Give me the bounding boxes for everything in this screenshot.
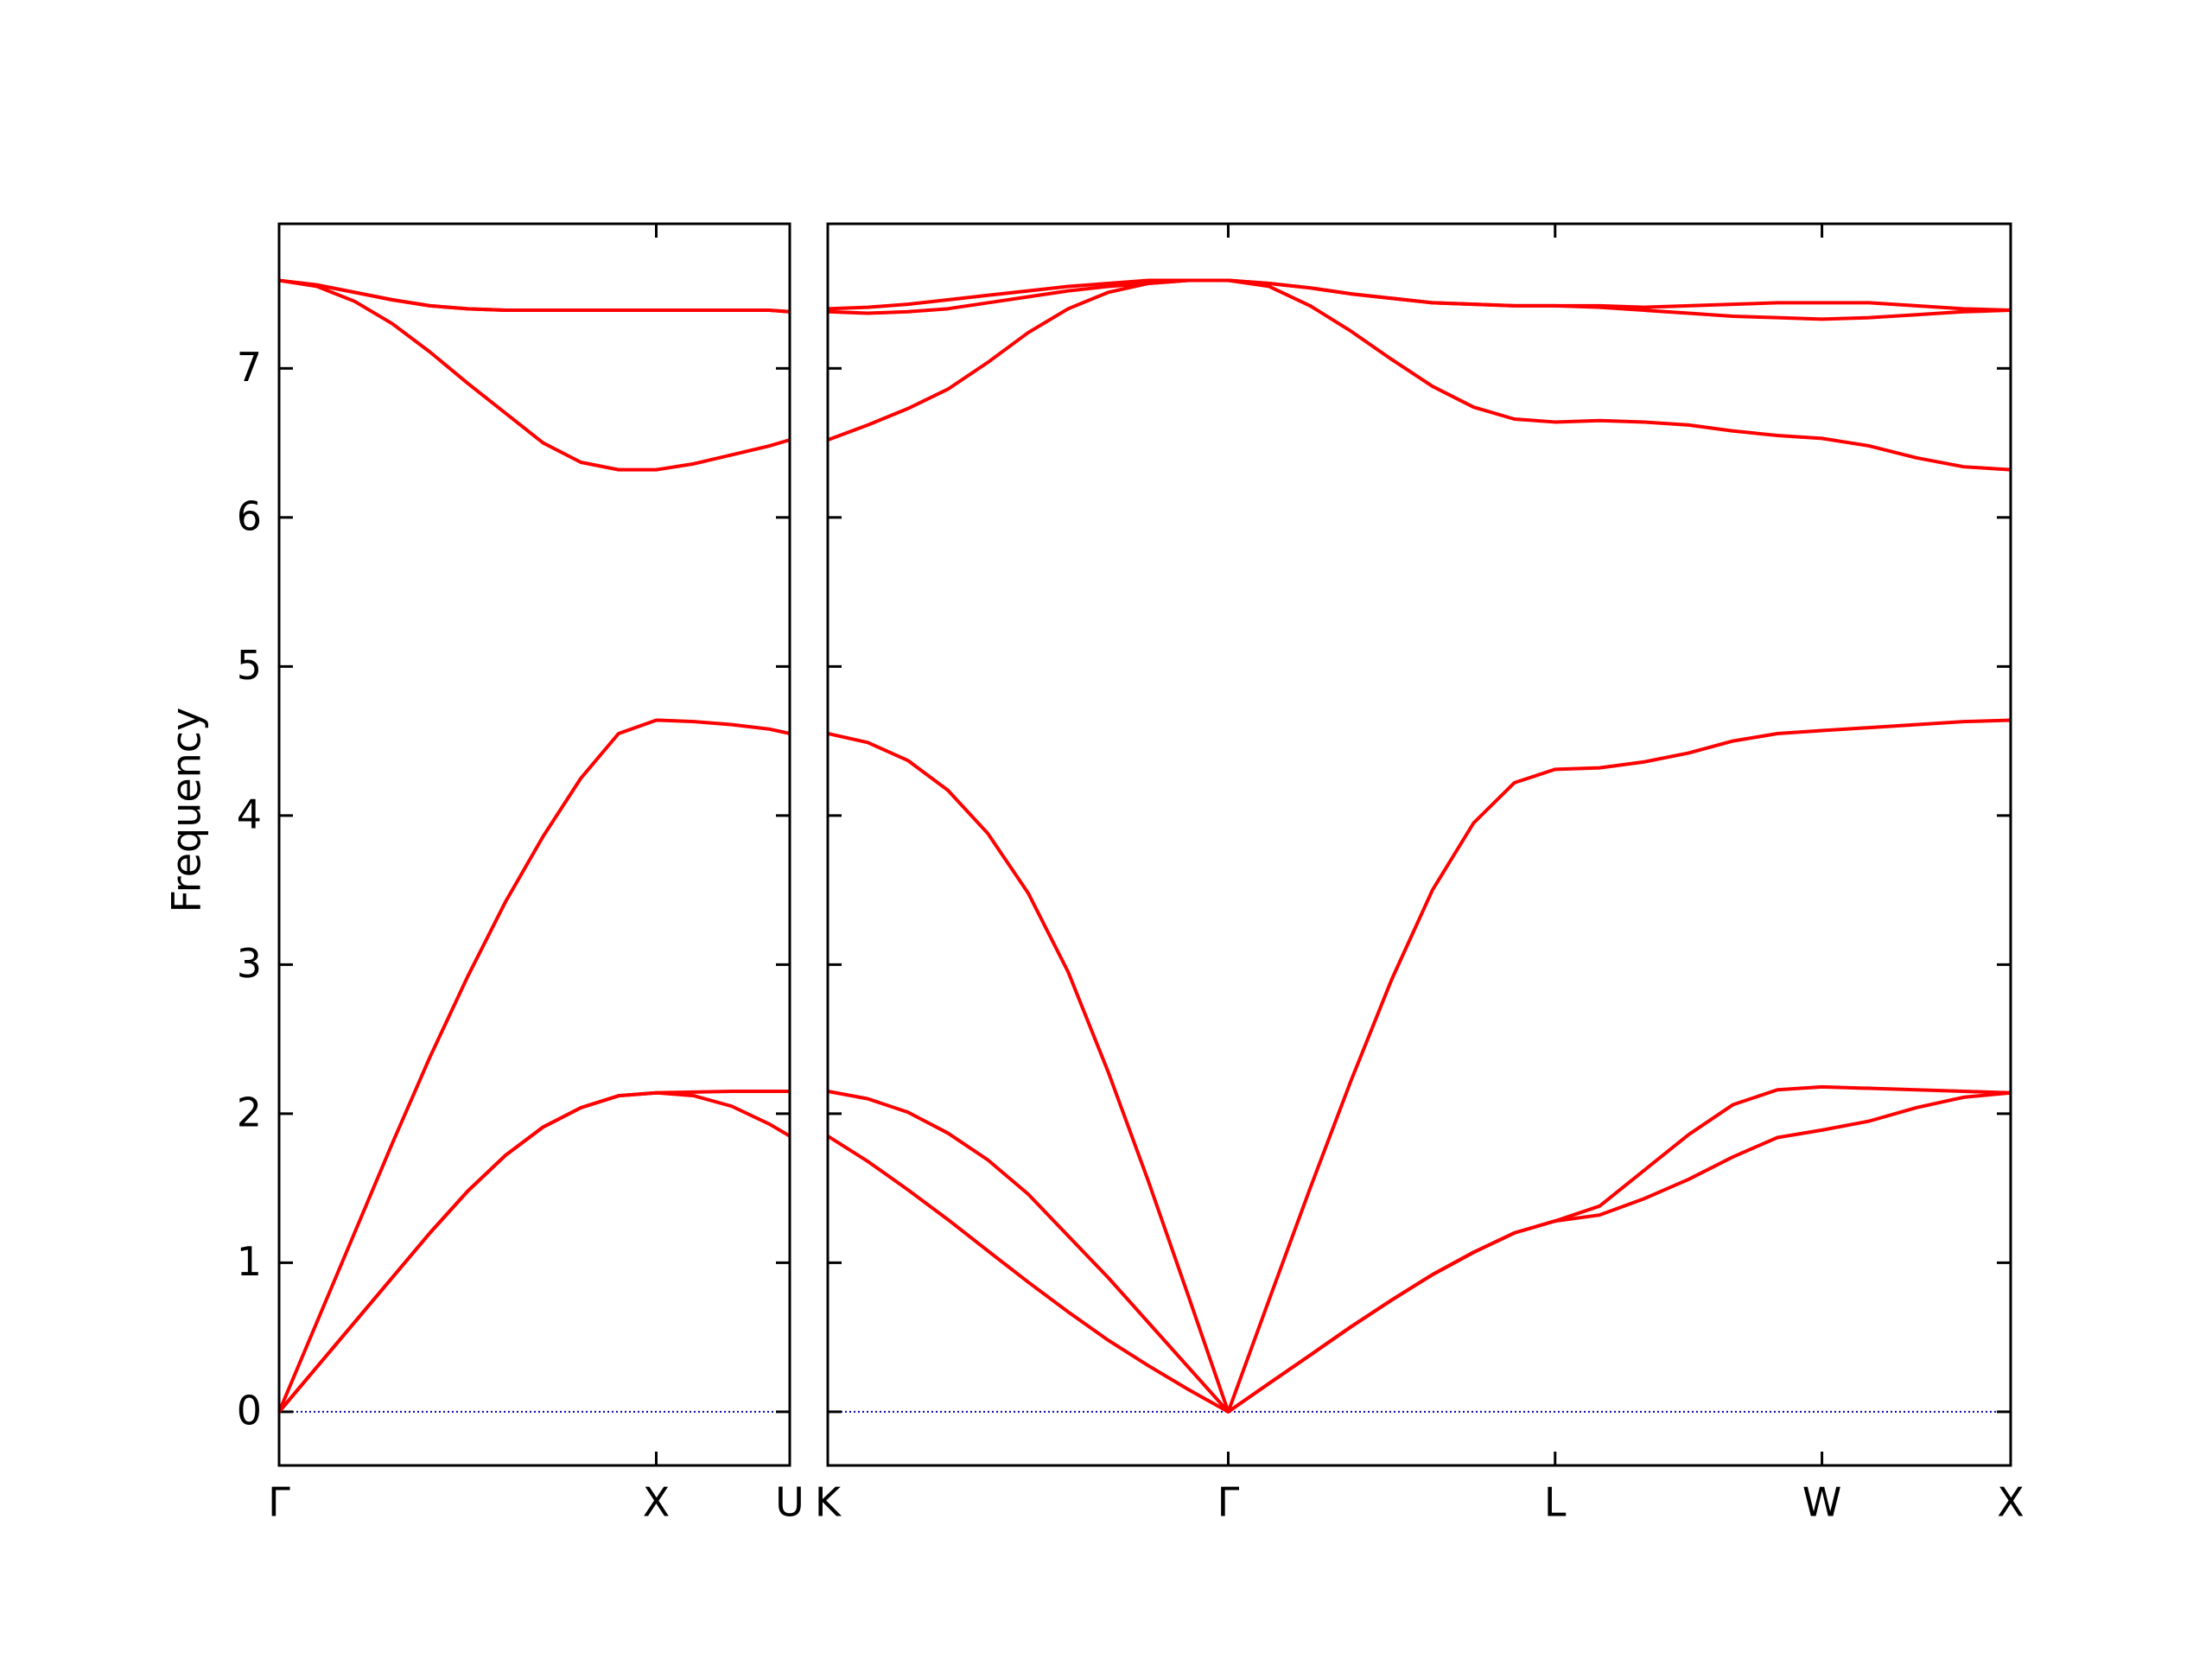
- x-tick-label: Γ: [1217, 1479, 1240, 1526]
- y-tick-label: 0: [237, 1387, 262, 1433]
- y-tick-label: 6: [237, 493, 262, 539]
- x-tick-label: W: [1802, 1479, 1841, 1526]
- panel-frame: [826, 222, 2012, 1467]
- panel-frame: [277, 222, 791, 1467]
- y-tick-label: 2: [237, 1089, 262, 1135]
- band-line: [277, 718, 791, 1413]
- y-tick-label: 1: [237, 1238, 262, 1285]
- x-tick-label: X: [643, 1479, 671, 1526]
- y-tick-label: 4: [237, 791, 262, 837]
- band-line: [278, 278, 791, 472]
- x-tick-label: Γ: [268, 1479, 290, 1526]
- band-line: [277, 1090, 790, 1414]
- band-line: [278, 278, 791, 314]
- band-line: [827, 1084, 2012, 1414]
- band-line: [827, 718, 2012, 1414]
- x-tick-label: U: [775, 1479, 804, 1526]
- y-axis-label: Frequency: [163, 708, 210, 913]
- y-tick-label: 7: [237, 344, 262, 391]
- y-tick-label: 5: [237, 642, 262, 689]
- band-line: [827, 278, 2012, 313]
- x-tick-label: L: [1544, 1479, 1567, 1526]
- band-line: [827, 278, 2012, 472]
- y-tick-label: 3: [237, 940, 262, 987]
- x-tick-label: X: [1997, 1479, 2024, 1526]
- x-tick-label: K: [815, 1479, 842, 1526]
